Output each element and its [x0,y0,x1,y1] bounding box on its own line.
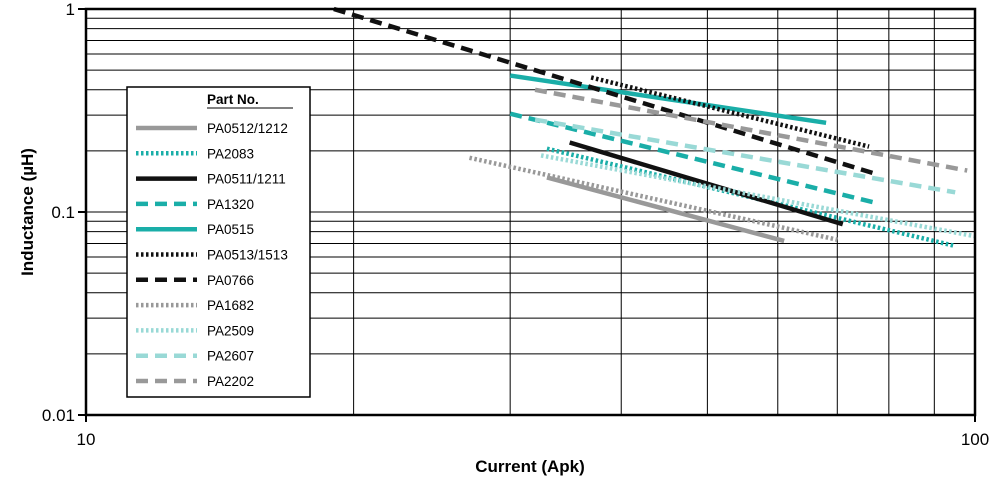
series-line-pa1682 [468,155,838,242]
series-line-pa2607 [534,117,956,195]
series-line-pa0512-1212 [546,175,785,244]
series-lines [333,6,976,249]
legend: Part No. PA0512/1212 PA2083 PA0511/1211 PA1… [126,86,311,398]
x-axis-label: Current (Apk) [475,457,585,476]
legend-items: PA0512/1212 PA2083 PA0511/1211 PA1320 PA0515… [136,121,288,389]
series-line-pa0511-1211 [569,140,844,227]
legend-label: PA2509 [207,323,254,338]
series-line-pa1320 [509,111,880,206]
legend-label: PA2607 [207,349,254,364]
legend-label: PA0515 [207,222,254,237]
y-tick-label: 1 [66,0,75,19]
legend-label: PA0513/1513 [207,248,288,263]
y-tick-label: 0.01 [42,406,75,425]
series-line-pa0515 [509,73,827,126]
x-tick-label: 100 [961,430,989,449]
legend-label: PA2083 [207,146,254,161]
series-line-pa2202 [534,87,968,173]
legend-label: PA2202 [207,374,254,389]
series-line-pa2509 [540,153,976,239]
legend-label: PA0512/1212 [207,121,288,136]
legend-label: PA1320 [207,197,254,212]
x-tick-label: 10 [77,430,96,449]
y-axis-label: Inductance (µH) [18,148,37,276]
tick-labels: 10 100 0.01 0.1 1 [42,0,989,449]
legend-label: PA0766 [207,273,254,288]
y-tick-label: 0.1 [51,203,75,222]
legend-title: Part No. [207,92,259,107]
legend-box [126,86,311,398]
legend-label: PA1682 [207,298,254,313]
legend-label: PA0511/1211 [207,172,286,187]
